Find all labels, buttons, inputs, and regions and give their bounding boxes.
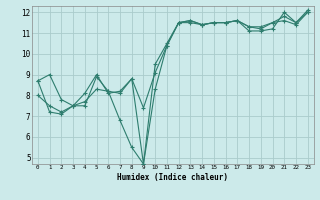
X-axis label: Humidex (Indice chaleur): Humidex (Indice chaleur) (117, 173, 228, 182)
